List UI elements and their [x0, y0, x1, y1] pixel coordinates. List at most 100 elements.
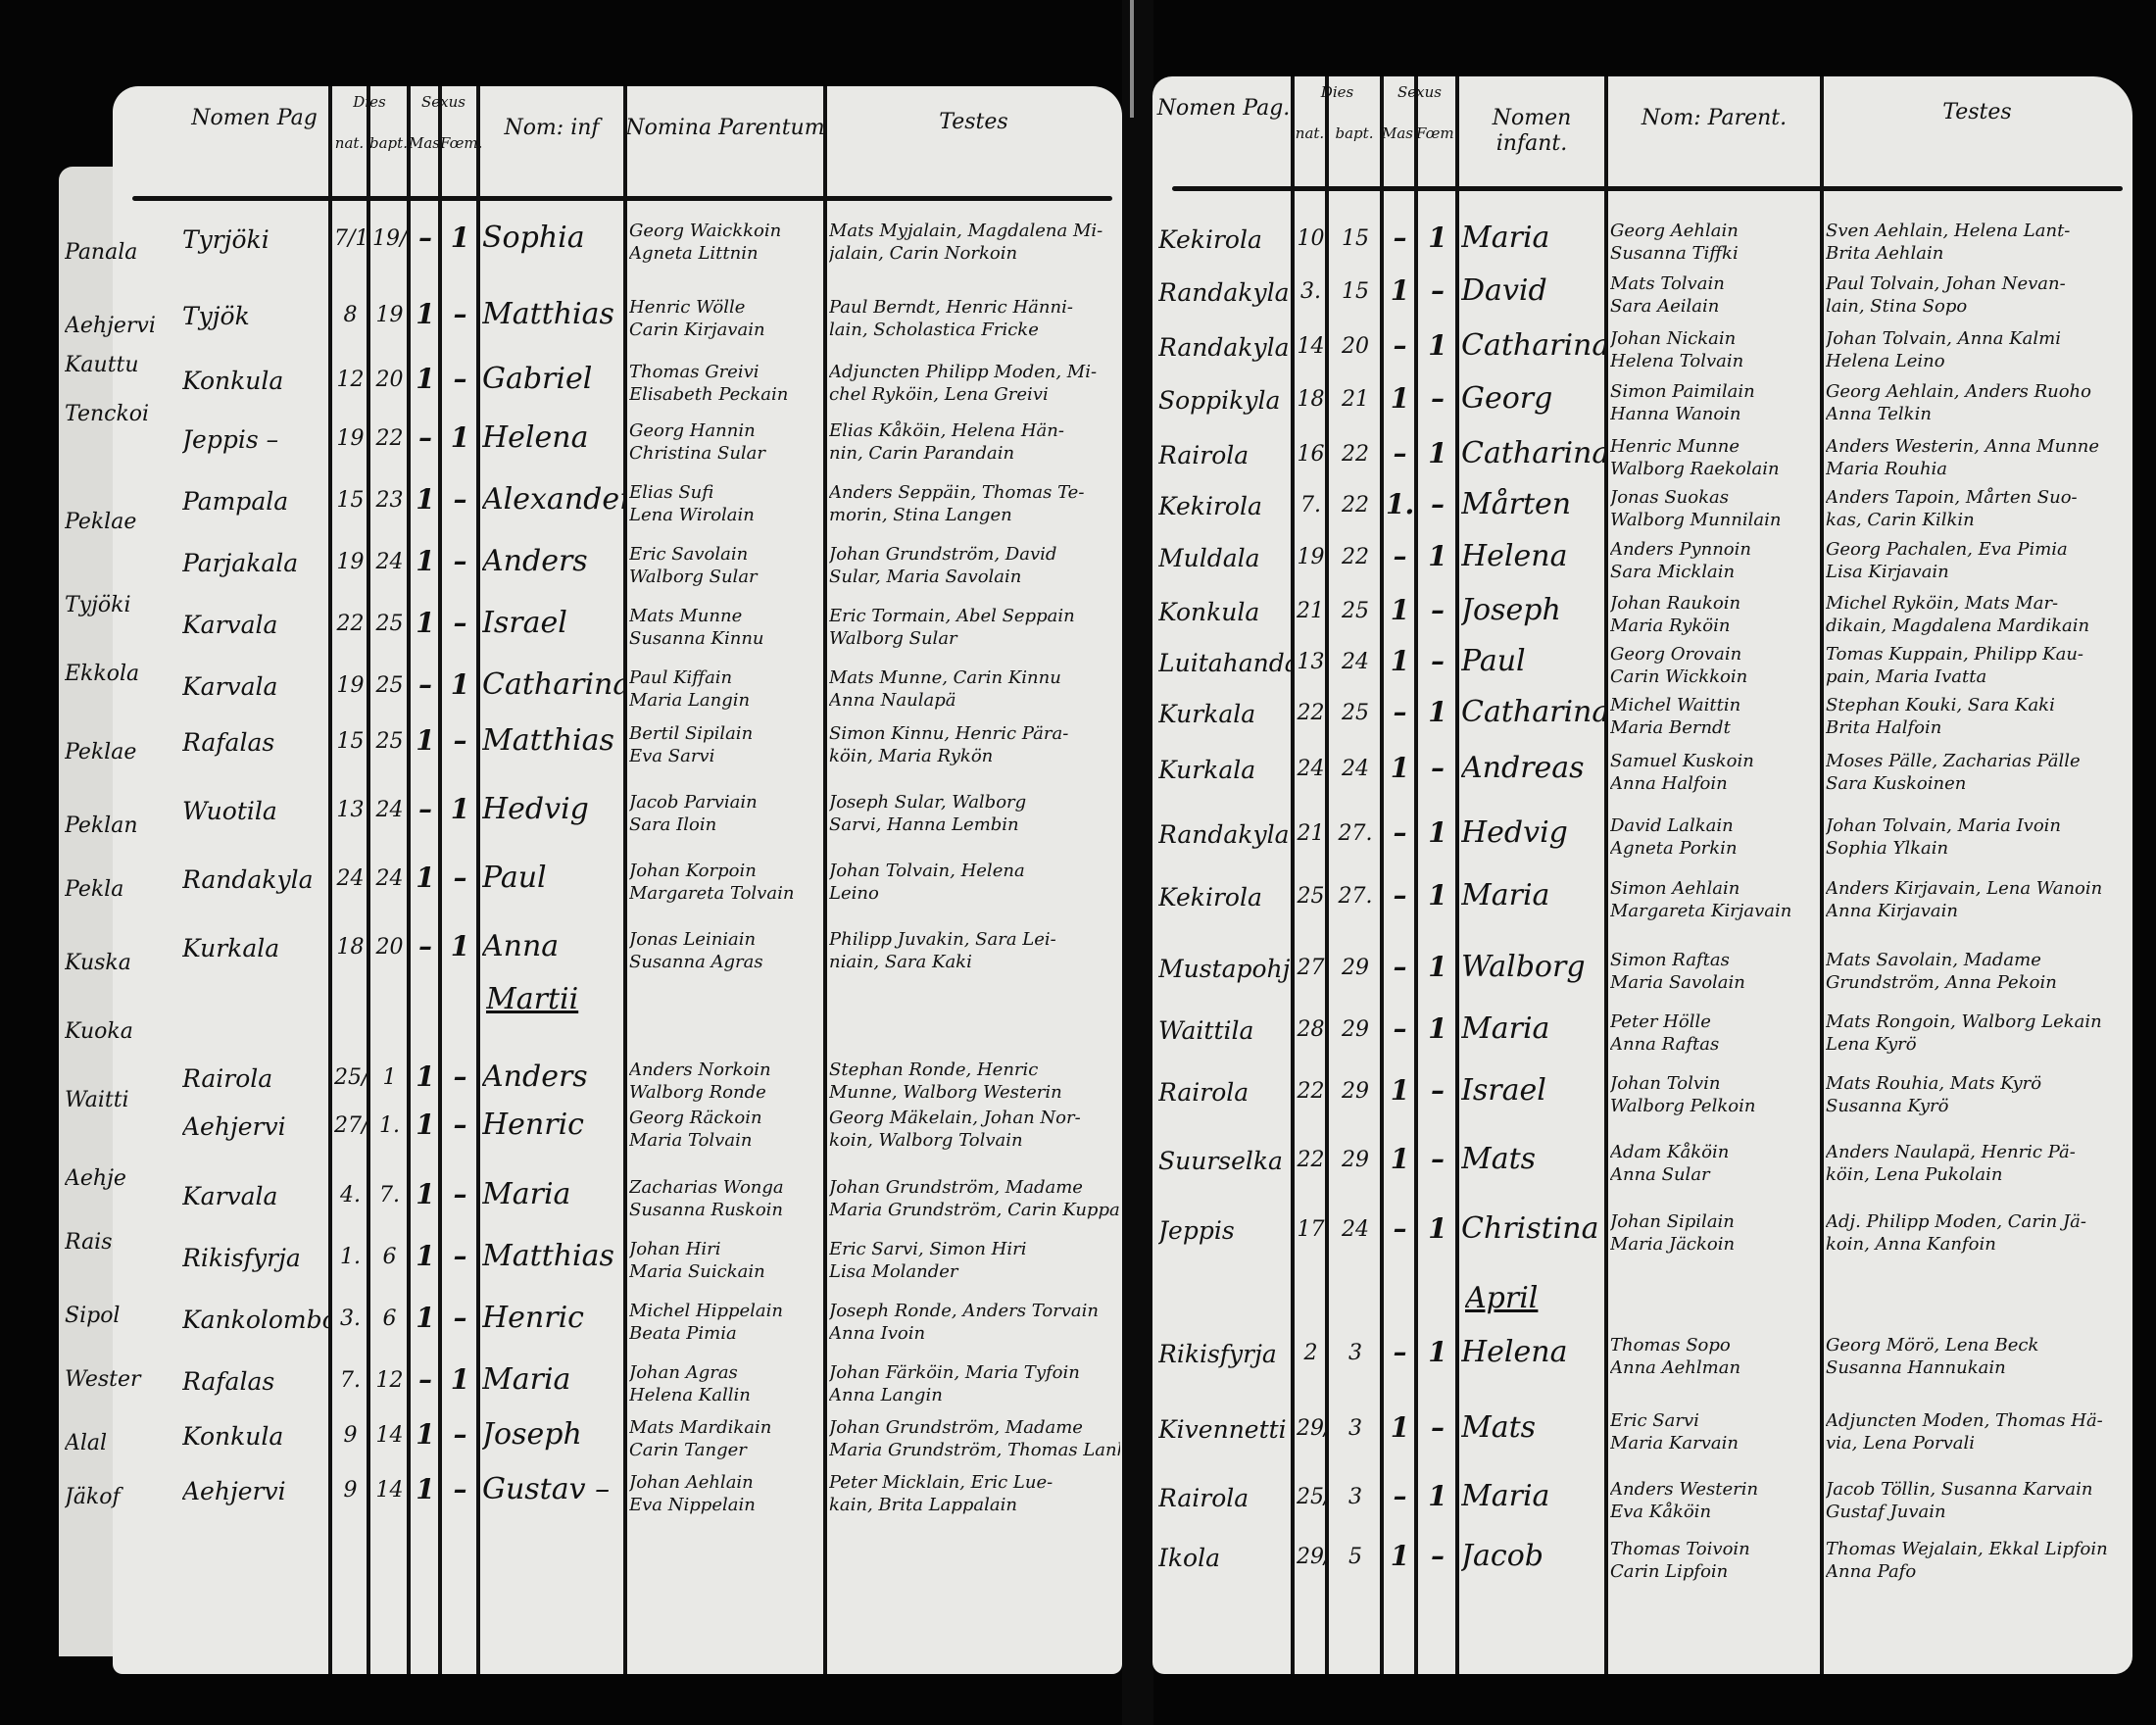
- mother-name: Walborg Raekolain: [1610, 459, 1780, 479]
- header-testes: Testes: [1942, 100, 2012, 124]
- birth-day: 13: [1297, 651, 1325, 674]
- birth-day: 27: [1297, 957, 1325, 980]
- birth-day: 29/3: [1297, 1417, 1325, 1441]
- baptism-day: 15: [1342, 280, 1369, 304]
- sex-female-mark: –: [453, 1180, 467, 1209]
- register-entry-row: Kurkala 24 24 1– Andreas Samuel Kuskoin Anna H…: [1152, 750, 2132, 797]
- sex-female-mark: –: [1431, 1542, 1445, 1571]
- infant-name: Anna: [482, 930, 560, 963]
- mother-name: Sara Aeilain: [1610, 296, 1720, 317]
- village-name: Rairola: [182, 1064, 273, 1093]
- header-nomina-parentum: Nomina Parentum: [625, 116, 825, 140]
- margin-village-name: Tenckoi: [65, 402, 150, 426]
- godparents-line: Georg Aehlain, Anders Ruoho: [1826, 381, 2091, 402]
- village-name: Rafalas: [182, 728, 275, 757]
- father-name: Thomas Sopo: [1610, 1335, 1731, 1355]
- mother-name: Helena Tolvain: [1610, 351, 1744, 371]
- village-name: Randakyla: [1158, 333, 1290, 362]
- register-entry-row: Rafalas 7. 12–1 Maria Johan Agras Helena Kall…: [113, 1361, 1122, 1408]
- father-name: Johan Tolvin: [1610, 1073, 1721, 1094]
- godparents-line: Helena Leino: [1826, 351, 1945, 371]
- godparents-line: Lisa Kirjavain: [1826, 562, 1949, 582]
- infant-name: Joseph: [482, 1418, 582, 1452]
- baptism-day: 14: [375, 1424, 404, 1448]
- baptism-day: 29: [1342, 1018, 1369, 1042]
- baptism-day: 6: [382, 1246, 397, 1269]
- register-entry-row: Randakyla 14 20–1 Catharina Johan Nickain Hel…: [1152, 327, 2132, 374]
- birth-day: 15: [336, 489, 365, 513]
- birth-day: 24: [1297, 758, 1325, 781]
- header-mas: Mas.: [409, 134, 445, 152]
- sex-male-mark: 1: [416, 1110, 435, 1140]
- infant-name: Helena: [1461, 540, 1568, 573]
- infant-name: Joseph: [1461, 594, 1561, 627]
- infant-name: Maria: [1461, 879, 1550, 912]
- register-entry-row: Karvala 19 25–1 Catharina Paul Kiffain Maria …: [113, 666, 1122, 714]
- infant-name: David: [1461, 274, 1547, 308]
- sex-female-mark: –: [453, 485, 467, 515]
- register-entry-row: Randakyla 24 24 1– Paul Johan Korpoin Margaret…: [113, 860, 1122, 907]
- father-name: Paul Kiffain: [629, 667, 733, 688]
- village-name: Kekirola: [1158, 492, 1262, 520]
- sex-male-mark: 1: [1390, 647, 1410, 676]
- infant-name: Catharina: [1461, 696, 1604, 729]
- baptism-day: 7.: [379, 1184, 400, 1208]
- father-name: Eric Savolain: [629, 544, 749, 565]
- sex-female-mark: –: [453, 547, 467, 576]
- column-rule: [1380, 76, 1384, 1674]
- baptism-day: 1: [382, 1066, 397, 1090]
- mother-name: Walborg Pelkoin: [1610, 1096, 1756, 1116]
- father-name: Samuel Kuskoin: [1610, 751, 1754, 771]
- column-rule: [1414, 76, 1418, 1674]
- baptism-day: 19/2: [372, 227, 407, 251]
- birth-day: 10: [1297, 227, 1325, 251]
- sex-male-mark: –: [418, 423, 432, 453]
- birth-day: 25/2: [334, 1066, 367, 1090]
- margin-village-name: Kauttu: [65, 353, 139, 377]
- father-name: Georg Waickkoin: [629, 221, 782, 241]
- mother-name: Eva Kåköin: [1610, 1502, 1712, 1522]
- godparents-line: Paul Berndt, Henric Hänni-: [829, 297, 1073, 318]
- sex-male-mark: 1: [416, 1475, 435, 1504]
- godparents-line: Adjuncten Moden, Thomas Hä-: [1826, 1410, 2103, 1431]
- margin-village-name: Tyjöki: [65, 593, 131, 617]
- birth-day: 25: [1297, 885, 1325, 909]
- margin-village-name: Kuska: [65, 951, 131, 975]
- birth-day: 17: [1297, 1218, 1325, 1242]
- mother-name: Walborg Munnilain: [1610, 510, 1782, 530]
- mother-name: Maria Ryköin: [1610, 616, 1731, 636]
- sex-female-mark: 1: [450, 1365, 470, 1395]
- father-name: Peter Hölle: [1610, 1011, 1711, 1032]
- baptism-day: 14: [375, 1479, 404, 1503]
- father-name: Simon Raftas: [1610, 950, 1730, 970]
- godparents-line: Johan Grundström, Madame: [829, 1417, 1083, 1438]
- mother-name: Eva Nippelain: [629, 1495, 756, 1515]
- mother-name: Anna Aehlman: [1610, 1357, 1741, 1378]
- father-name: Elias Sufi: [629, 482, 714, 503]
- father-name: Zacharias Wonga: [629, 1177, 784, 1198]
- father-name: Anders Westerin: [1610, 1479, 1759, 1500]
- sex-male-mark: 1: [1390, 1145, 1410, 1174]
- godparents-line: Mats Myjalain, Magdalena Mi-: [829, 221, 1103, 241]
- father-name: David Lalkain: [1610, 815, 1734, 836]
- village-name: Muldala: [1158, 544, 1260, 572]
- mother-name: Elisabeth Peckain: [629, 384, 789, 405]
- register-entry-row: Karvala 22 25 1– Israel Mats Munne Susanna Kin…: [113, 605, 1122, 652]
- mother-name: Agneta Porkin: [1610, 838, 1738, 859]
- baptism-day: 25: [375, 613, 404, 636]
- sex-male-mark: –: [1393, 953, 1407, 982]
- godparents-line: Brita Aehlain: [1826, 243, 1944, 264]
- margin-village-name: Pekla: [65, 877, 124, 902]
- sex-male-mark: –: [1393, 1014, 1407, 1044]
- village-name: Jeppis: [1158, 1216, 1235, 1245]
- infant-name: Christina: [1461, 1212, 1599, 1246]
- mother-name: Carin Tanger: [629, 1440, 747, 1460]
- header-sexus: Sexus: [421, 93, 466, 111]
- header-mas: Mas.: [1382, 124, 1418, 142]
- sex-female-mark: 1: [1428, 1214, 1447, 1244]
- mother-name: Beata Pimia: [629, 1323, 737, 1344]
- header-dies: Dies: [1320, 83, 1354, 101]
- mother-name: Carin Wickkoin: [1610, 666, 1748, 687]
- baptism-day: 20: [375, 369, 404, 392]
